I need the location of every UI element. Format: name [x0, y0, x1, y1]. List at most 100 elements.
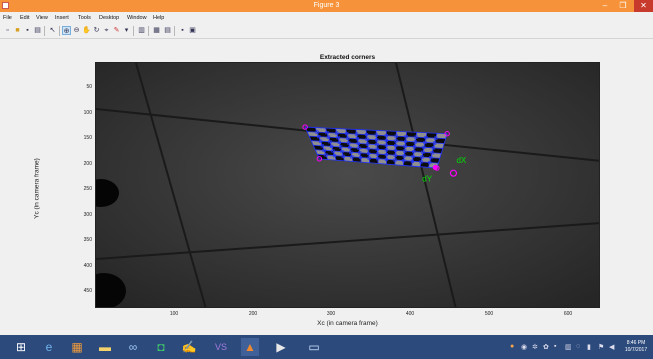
maximize-button[interactable]: ❐	[619, 1, 627, 10]
desktop-icon[interactable]: ▭	[308, 340, 320, 354]
legend-icon[interactable]: ▦	[153, 27, 160, 34]
checker-square	[396, 131, 407, 137]
extracted-corner	[329, 144, 334, 148]
checker-square	[404, 151, 414, 157]
checker-square	[395, 145, 406, 152]
x-tick-label: 500	[484, 311, 494, 317]
menu-insert[interactable]: Insert	[55, 15, 69, 21]
extracted-corner	[320, 144, 324, 148]
corner-grid-line	[394, 131, 397, 165]
corner-grid-line	[319, 158, 437, 169]
extracted-corner	[402, 154, 406, 158]
extracted-corner	[394, 144, 398, 148]
network-tray-icon[interactable]: ▮	[587, 344, 591, 351]
system-clock[interactable]: 8:46 PM 10/7/2017	[620, 340, 652, 354]
y-tick-label: 250	[83, 186, 92, 192]
tray-icon[interactable]: ◌	[576, 343, 581, 350]
checker-square	[403, 155, 414, 162]
dark-object	[96, 273, 126, 307]
checker-square	[403, 160, 413, 167]
save-icon[interactable]: ▪	[26, 27, 29, 34]
menu-bar: File Edit View Insert Tools Desktop Wind…	[0, 13, 653, 23]
checker-square	[405, 136, 416, 142]
tray-icon[interactable]: ✿	[543, 344, 549, 351]
file-explorer-icon[interactable]: ▦	[71, 340, 83, 354]
extracted-corner	[413, 140, 417, 144]
dx-label: dX	[456, 156, 466, 165]
tray-icon[interactable]: ●	[510, 343, 515, 350]
corner-grid-line	[345, 128, 354, 162]
edit-plot-icon[interactable]: ↖	[49, 27, 56, 34]
menu-tools[interactable]: Tools	[78, 15, 91, 21]
y-tick-label: 150	[83, 135, 92, 141]
rotate-3d-icon[interactable]: ↻	[93, 27, 100, 34]
extracted-corner	[347, 141, 351, 145]
checker-square	[313, 145, 325, 151]
menu-desktop[interactable]: Desktop	[99, 15, 120, 21]
extracted-corner	[331, 149, 335, 153]
tray-icon[interactable]: ▪	[554, 343, 557, 350]
visual-studio-icon[interactable]: VS	[214, 342, 227, 352]
media-icon[interactable]: ▬	[99, 340, 111, 354]
close-button[interactable]: ✕	[634, 0, 653, 12]
checker-square	[435, 133, 448, 139]
checker-square	[377, 158, 387, 165]
link-plot-icon[interactable]: ▾	[124, 27, 129, 34]
show-plot-tools-icon[interactable]: ▪	[181, 27, 184, 34]
network-icon[interactable]: ∞	[128, 340, 138, 354]
tray-icon[interactable]: ✲	[532, 344, 538, 351]
data-cursor-icon[interactable]: ⌖	[104, 27, 109, 34]
tray-icon[interactable]: ◉	[521, 344, 528, 351]
menu-view[interactable]: View	[36, 15, 48, 21]
windows-start-icon[interactable]: ⊞	[15, 340, 27, 354]
tile-seam	[395, 63, 457, 307]
open-file-icon[interactable]: ■	[15, 27, 20, 34]
menu-edit[interactable]: Edit	[20, 15, 30, 21]
outer-corner-marker	[302, 124, 308, 130]
video-player-icon[interactable]: ▶	[276, 340, 286, 354]
colorbar-icon[interactable]: ▥	[138, 27, 145, 34]
new-figure-icon[interactable]: ▫	[6, 27, 9, 34]
checker-square	[376, 130, 387, 136]
extracted-corner	[355, 132, 359, 136]
flag-icon[interactable]: ⚑	[598, 344, 605, 351]
zoom-in-icon[interactable]: ⊕	[62, 26, 71, 35]
hide-plot-tools-icon[interactable]: ▤	[164, 27, 171, 34]
brush-icon[interactable]: ✎	[113, 27, 120, 34]
extracted-corner	[410, 159, 414, 163]
extracted-corner	[375, 142, 379, 147]
extracted-corner	[384, 153, 389, 157]
tray-icon[interactable]: ▥	[565, 344, 572, 351]
menu-file[interactable]: File	[3, 15, 12, 21]
corner-grid-line	[313, 144, 442, 154]
corner-grid-line	[365, 129, 371, 163]
plot-axes[interactable]: dX dY	[95, 62, 600, 308]
pan-icon[interactable]: ✋	[82, 27, 91, 34]
camera-image-background	[96, 63, 599, 307]
checker-square	[386, 145, 396, 151]
extracted-corner	[394, 139, 398, 143]
extracted-corner	[384, 143, 388, 147]
print-icon[interactable]: ▤	[34, 27, 41, 34]
x-tick-label: 100	[169, 311, 179, 317]
menu-help[interactable]: Help	[153, 15, 165, 21]
zoom-out-icon[interactable]: ⊖	[73, 27, 80, 34]
checker-square	[358, 143, 369, 149]
checker-square	[395, 155, 405, 161]
corner-grid-line	[314, 127, 329, 160]
corner-grid-line	[436, 133, 448, 169]
volume-icon[interactable]: ◀	[609, 344, 615, 351]
corner-grid-line	[304, 126, 320, 160]
menu-window[interactable]: Window	[127, 15, 147, 21]
office-icon[interactable]: ◘	[157, 340, 165, 354]
dock-icon[interactable]: ▣	[189, 27, 196, 34]
checker-square	[377, 149, 387, 155]
internet-explorer-icon[interactable]: e	[45, 340, 53, 354]
paint-icon[interactable]: ✍	[181, 340, 197, 354]
minimize-button[interactable]: –	[602, 1, 608, 10]
extracted-corner	[340, 149, 344, 154]
y-tick-label: 400	[83, 263, 92, 269]
matlab-icon[interactable]: ▲	[241, 338, 259, 356]
extracted-corner	[420, 155, 424, 159]
extracted-corner	[348, 145, 352, 150]
